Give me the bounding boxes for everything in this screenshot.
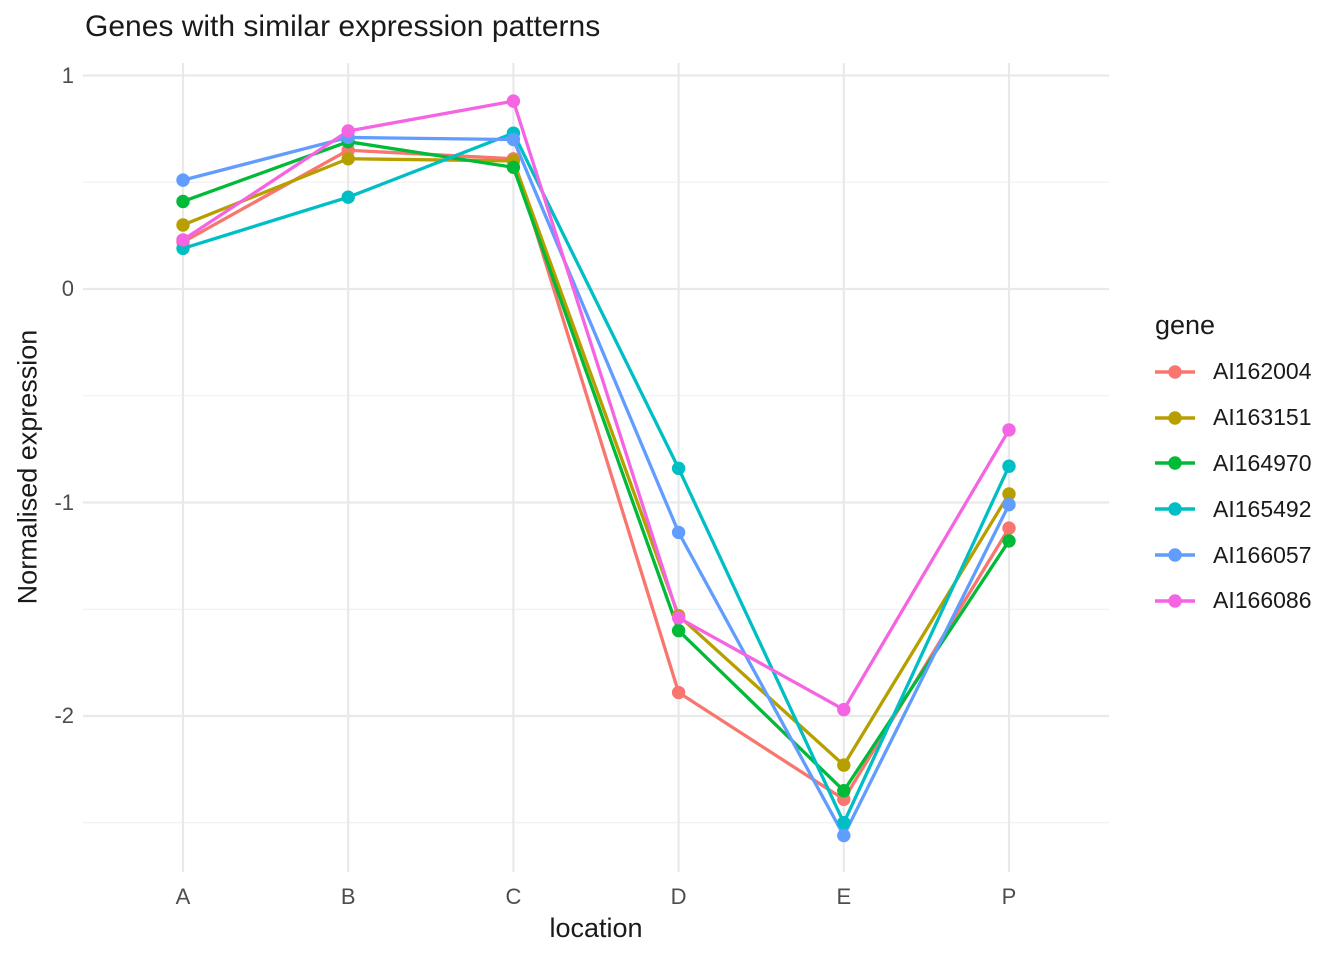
data-point — [341, 152, 355, 166]
legend-key-point — [1168, 548, 1182, 562]
data-point — [341, 124, 355, 138]
legend-item: AI166086 — [1155, 578, 1311, 624]
legend-item-label: AI165492 — [1213, 495, 1312, 522]
data-point — [1002, 534, 1016, 548]
legend-key-icon — [1155, 410, 1195, 425]
legend-key-point — [1168, 502, 1182, 516]
data-point — [1002, 423, 1016, 437]
series-line — [182, 140, 1011, 793]
legend-item: AI165492 — [1155, 486, 1311, 532]
data-point — [176, 194, 190, 209]
series-line — [182, 157, 1011, 767]
legend-item: AI163151 — [1155, 395, 1311, 441]
x-tick-label: P — [1001, 884, 1017, 909]
data-point — [1002, 459, 1016, 473]
legend-item-label: AI166057 — [1213, 541, 1312, 568]
legend-title: gene — [1155, 310, 1216, 340]
legend-item: AI162004 — [1155, 349, 1311, 395]
series-line — [182, 99, 1011, 712]
data-point — [837, 702, 851, 717]
y-tick-label: 1 — [61, 62, 74, 88]
data-point — [506, 160, 521, 175]
legend-key-icon — [1155, 365, 1195, 379]
legend-item-label: AI164970 — [1213, 449, 1312, 476]
chart-title: Genes with similar expression patterns — [85, 10, 601, 43]
data-point — [1002, 497, 1016, 512]
legend-item-label: AI163151 — [1213, 404, 1312, 431]
data-point — [837, 828, 851, 843]
legend-item-label: AI166086 — [1213, 587, 1312, 614]
data-point — [341, 190, 355, 204]
data-point — [837, 816, 851, 830]
legend-item: AI166057 — [1155, 532, 1311, 578]
data-point — [837, 784, 851, 798]
x-axis-title: location — [549, 913, 643, 943]
data-point — [176, 233, 190, 247]
legend-item-label: AI162004 — [1213, 358, 1312, 385]
legend-key-point — [1168, 365, 1182, 379]
x-tick-label: D — [670, 884, 687, 909]
legend-item: AI164970 — [1155, 441, 1311, 487]
y-tick-label: 0 — [61, 276, 74, 301]
data-point — [506, 94, 521, 108]
x-tick-label: B — [340, 884, 356, 909]
legend-key-point — [1168, 456, 1182, 471]
series-line — [182, 148, 1011, 801]
data-point — [1002, 521, 1016, 535]
data-point — [176, 173, 190, 187]
legend-key-point — [1168, 594, 1182, 608]
data-point — [671, 623, 686, 638]
x-tick-label: C — [505, 884, 522, 909]
series-line — [182, 131, 1011, 825]
y-tick-label: -2 — [54, 703, 74, 728]
data-point — [671, 611, 686, 625]
data-point — [671, 461, 686, 476]
data-point — [1002, 487, 1016, 501]
legend-key-icon — [1155, 502, 1195, 516]
legend: gene AI162004 AI163151 AI164970 AI165492 AI1… — [1155, 310, 1311, 624]
legend-key-icon — [1155, 594, 1195, 608]
data-point — [506, 132, 521, 147]
legend-items: AI162004 AI163151 AI164970 AI165492 AI166057… — [1155, 349, 1311, 624]
data-point — [671, 685, 686, 700]
data-point — [176, 218, 190, 232]
legend-key-point — [1168, 410, 1182, 425]
data-point — [671, 525, 686, 540]
x-tick-label: A — [175, 884, 191, 909]
series-line — [182, 135, 1011, 838]
legend-key-icon — [1155, 548, 1195, 562]
legend-key-icon — [1155, 456, 1195, 471]
y-tick-label: -1 — [54, 489, 74, 515]
x-tick-label: E — [836, 884, 852, 909]
data-point — [837, 758, 851, 772]
